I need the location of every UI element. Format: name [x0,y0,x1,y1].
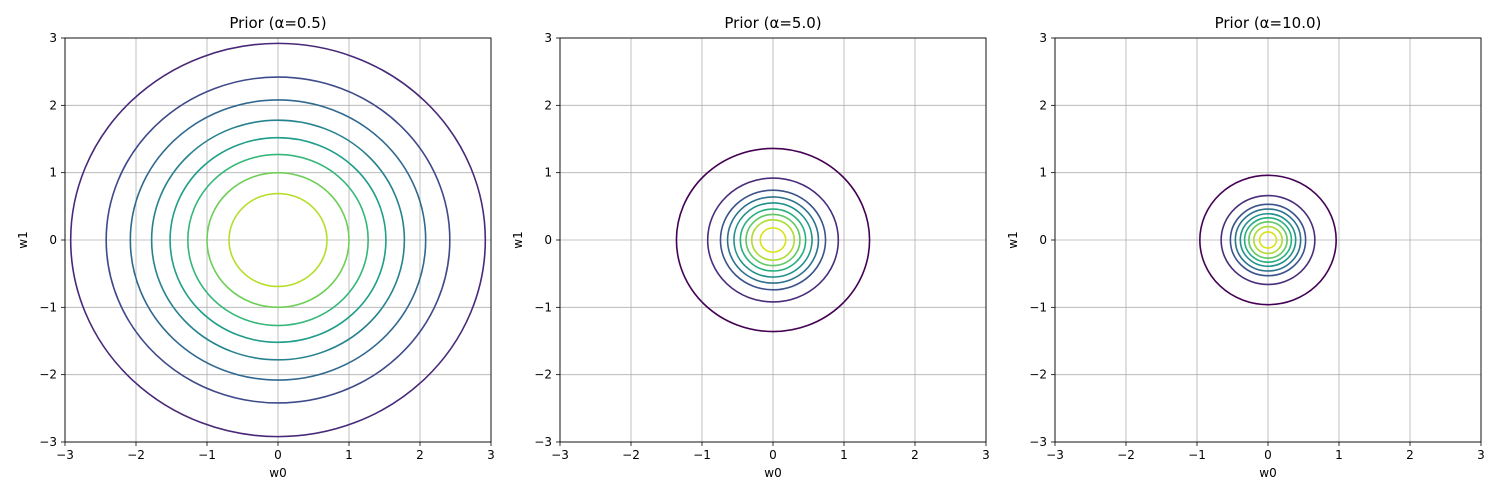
contour-line-8 [228,192,328,288]
contour-group [69,42,487,438]
x-tick-label: −1 [693,448,711,462]
contour-line-7 [745,213,801,267]
y-axis-label: w1 [511,231,525,248]
contour-group [675,147,871,333]
y-tick-label: −1 [534,300,552,314]
contour-line-2 [706,177,840,303]
y-tick-label: −1 [39,300,57,314]
x-tick-label: 1 [345,448,353,462]
chart-panel-2: −3 −2 −1 0 1 2 3 −3 −2 −1 0 1 2 3 Prior (α=5.0) w0 w1 [511,14,990,480]
contour-line-9 [759,227,787,253]
x-tick-label: 0 [1264,448,1272,462]
contour-line-1 [675,147,871,333]
y-tick-label: 3 [544,31,552,45]
contour-line-1 [69,42,487,438]
contour-line-2 [105,76,451,404]
x-tick-label: 2 [416,448,424,462]
y-tick-label: 3 [49,31,57,45]
x-tick-label: −1 [1188,448,1206,462]
y-tick-label: −3 [534,435,552,449]
y-tick-label: 1 [49,166,57,180]
y-tick-label: 0 [1039,233,1047,247]
y-tick-label: 3 [1039,31,1047,45]
y-axis-label: w1 [16,231,30,248]
contour-line-6 [1243,216,1293,264]
y-tick-label: 1 [1039,166,1047,180]
x-tick-label: 1 [1335,448,1343,462]
x-tick-label: −1 [198,448,216,462]
x-tick-label: −3 [551,448,569,462]
contour-line-8 [750,219,796,262]
contour-line-8 [1253,225,1284,255]
chart-panel-1: −3 −2 −1 0 1 2 3 −3 −2 −1 0 1 2 3 Prior (α=0.5) w0 w1 [16,14,495,480]
chart-panel-3: −3 −2 −1 0 1 2 3 −3 −2 −1 0 1 2 3 Prior (α=10.0) w0 w1 [1006,14,1485,480]
y-axis-label: w1 [1006,231,1020,248]
contour-line-3 [129,99,427,381]
contour-line-5 [169,136,387,344]
contour-group [1199,174,1337,306]
x-tick-label: 0 [274,448,282,462]
contour-line-7 [206,171,350,309]
y-tick-label: −2 [39,368,57,382]
x-tick-label: 3 [982,448,990,462]
x-tick-label: 3 [487,448,495,462]
contour-line-2 [1220,194,1316,286]
y-tick-label: 2 [544,98,552,112]
y-tick-label: 2 [49,98,57,112]
y-tick-label: 0 [544,233,552,247]
contour-line-6 [187,153,369,327]
y-tick-label: −3 [39,435,57,449]
x-axis-label: w0 [764,466,781,480]
y-tick-label: 2 [1039,98,1047,112]
x-tick-label: −2 [1117,448,1135,462]
contour-line-5 [1239,212,1297,268]
x-axis-label: w0 [1259,466,1276,480]
contour-line-4 [1234,208,1302,272]
y-tick-label: −2 [534,368,552,382]
y-tick-label: −1 [1029,300,1047,314]
x-tick-label: 0 [769,448,777,462]
x-tick-label: −2 [127,448,145,462]
contour-line-1 [1199,174,1337,306]
contour-line-9 [1258,231,1278,249]
contour-line-4 [150,119,406,361]
x-axis-label: w0 [269,466,286,480]
contour-line-6 [739,208,807,272]
x-tick-label: −3 [56,448,74,462]
y-tick-label: −3 [1029,435,1047,449]
y-tick-label: −2 [1029,368,1047,382]
x-tick-label: −2 [622,448,640,462]
x-tick-label: 1 [840,448,848,462]
x-tick-label: 2 [1406,448,1414,462]
contour-line-5 [733,202,813,278]
chart-title: Prior (α=5.0) [724,14,821,32]
chart-title: Prior (α=10.0) [1215,14,1322,32]
contour-line-4 [726,196,820,284]
x-tick-label: 2 [911,448,919,462]
contour-line-3 [1229,203,1307,277]
x-tick-label: −3 [1046,448,1064,462]
chart-title: Prior (α=0.5) [229,14,326,32]
y-tick-label: 0 [49,233,57,247]
x-tick-label: 3 [1477,448,1485,462]
contour-line-3 [719,189,827,291]
contour-line-7 [1248,221,1288,259]
y-tick-label: 1 [544,166,552,180]
